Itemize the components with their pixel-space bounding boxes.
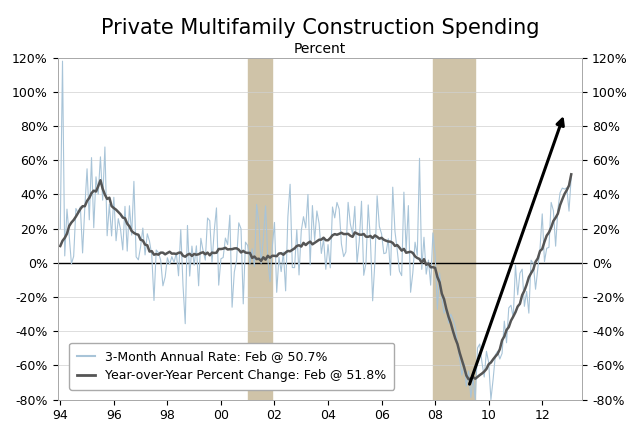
Text: Percent: Percent [294, 42, 346, 56]
Bar [433, 58, 476, 400]
Text: Private Multifamily Construction Spending: Private Multifamily Construction Spendin… [100, 18, 540, 38]
Bar [248, 58, 273, 400]
Legend: 3-Month Annual Rate: Feb @ 50.7%, Year-over-Year Percent Change: Feb @ 51.8%: 3-Month Annual Rate: Feb @ 50.7%, Year-o… [69, 343, 394, 390]
